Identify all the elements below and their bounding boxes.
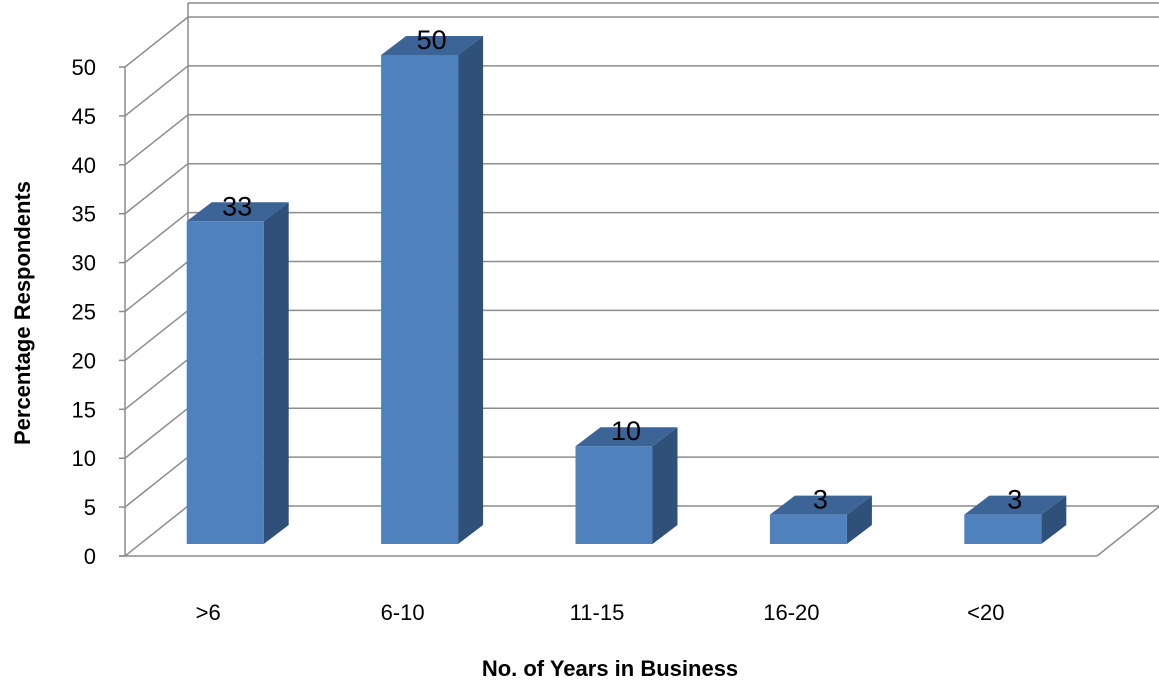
side-gridline: [124, 407, 189, 459]
side-gridline: [124, 309, 189, 361]
y-tick-label: 10: [72, 446, 96, 471]
bar-side: [652, 427, 678, 544]
bar: [381, 55, 459, 544]
y-tick-label: 25: [72, 300, 96, 325]
x-tick-label: >6: [196, 600, 221, 625]
y-tick-label: 5: [84, 495, 96, 520]
bar-side: [458, 36, 484, 544]
data-label: 3: [1007, 485, 1022, 515]
bar-top: [575, 427, 678, 447]
side-gridline: [124, 505, 189, 557]
side-gridline: [124, 114, 189, 166]
y-tick-label: 15: [72, 397, 96, 422]
y-axis-ticks: 0 5 10 15 20 25 30 35 40 45 50: [72, 55, 96, 569]
y-tick-label: 0: [84, 544, 96, 569]
data-label: 3: [813, 485, 828, 515]
bar-top: [769, 495, 872, 515]
floor-right-edge: [1096, 505, 1159, 557]
y-tick-label: 35: [72, 202, 96, 227]
x-axis-title: No. of Years in Business: [482, 656, 738, 681]
data-label: 50: [417, 25, 447, 55]
bar: [769, 514, 847, 544]
bar-side: [263, 202, 289, 544]
bar: [964, 514, 1042, 544]
data-label: 10: [611, 416, 641, 446]
bar-side: [846, 495, 872, 544]
y-tick-label: 45: [72, 104, 96, 129]
y-tick-label: 50: [72, 55, 96, 80]
x-tick-label: 16-20: [763, 600, 819, 625]
side-gridline: [124, 456, 189, 508]
y-tick-label: 40: [72, 153, 96, 178]
side-gridline: [124, 212, 189, 264]
bar-side: [1041, 495, 1067, 544]
bar: [575, 446, 653, 544]
bar-top: [186, 202, 289, 222]
bar: [186, 221, 264, 544]
bar-top: [381, 36, 484, 55]
side-gridline: [124, 358, 189, 410]
side-gridline: [124, 65, 189, 117]
y-axis-title: Percentage Respondents: [10, 181, 35, 445]
gridlines: [119, 2, 1159, 557]
bars: [186, 36, 1067, 544]
y-tick-label: 30: [72, 251, 96, 276]
x-axis-ticks: >6 6-10 11-15 16-20 <20: [196, 600, 1005, 625]
y-tick-label: 20: [72, 348, 96, 373]
side-gridline: [124, 16, 189, 68]
x-tick-label: <20: [967, 600, 1004, 625]
side-gridline: [124, 163, 189, 215]
data-label: 33: [222, 191, 252, 221]
bar-top: [964, 495, 1067, 515]
x-tick-label: 6-10: [381, 600, 425, 625]
side-gridline: [124, 260, 189, 313]
x-tick-label: 11-15: [570, 600, 625, 625]
